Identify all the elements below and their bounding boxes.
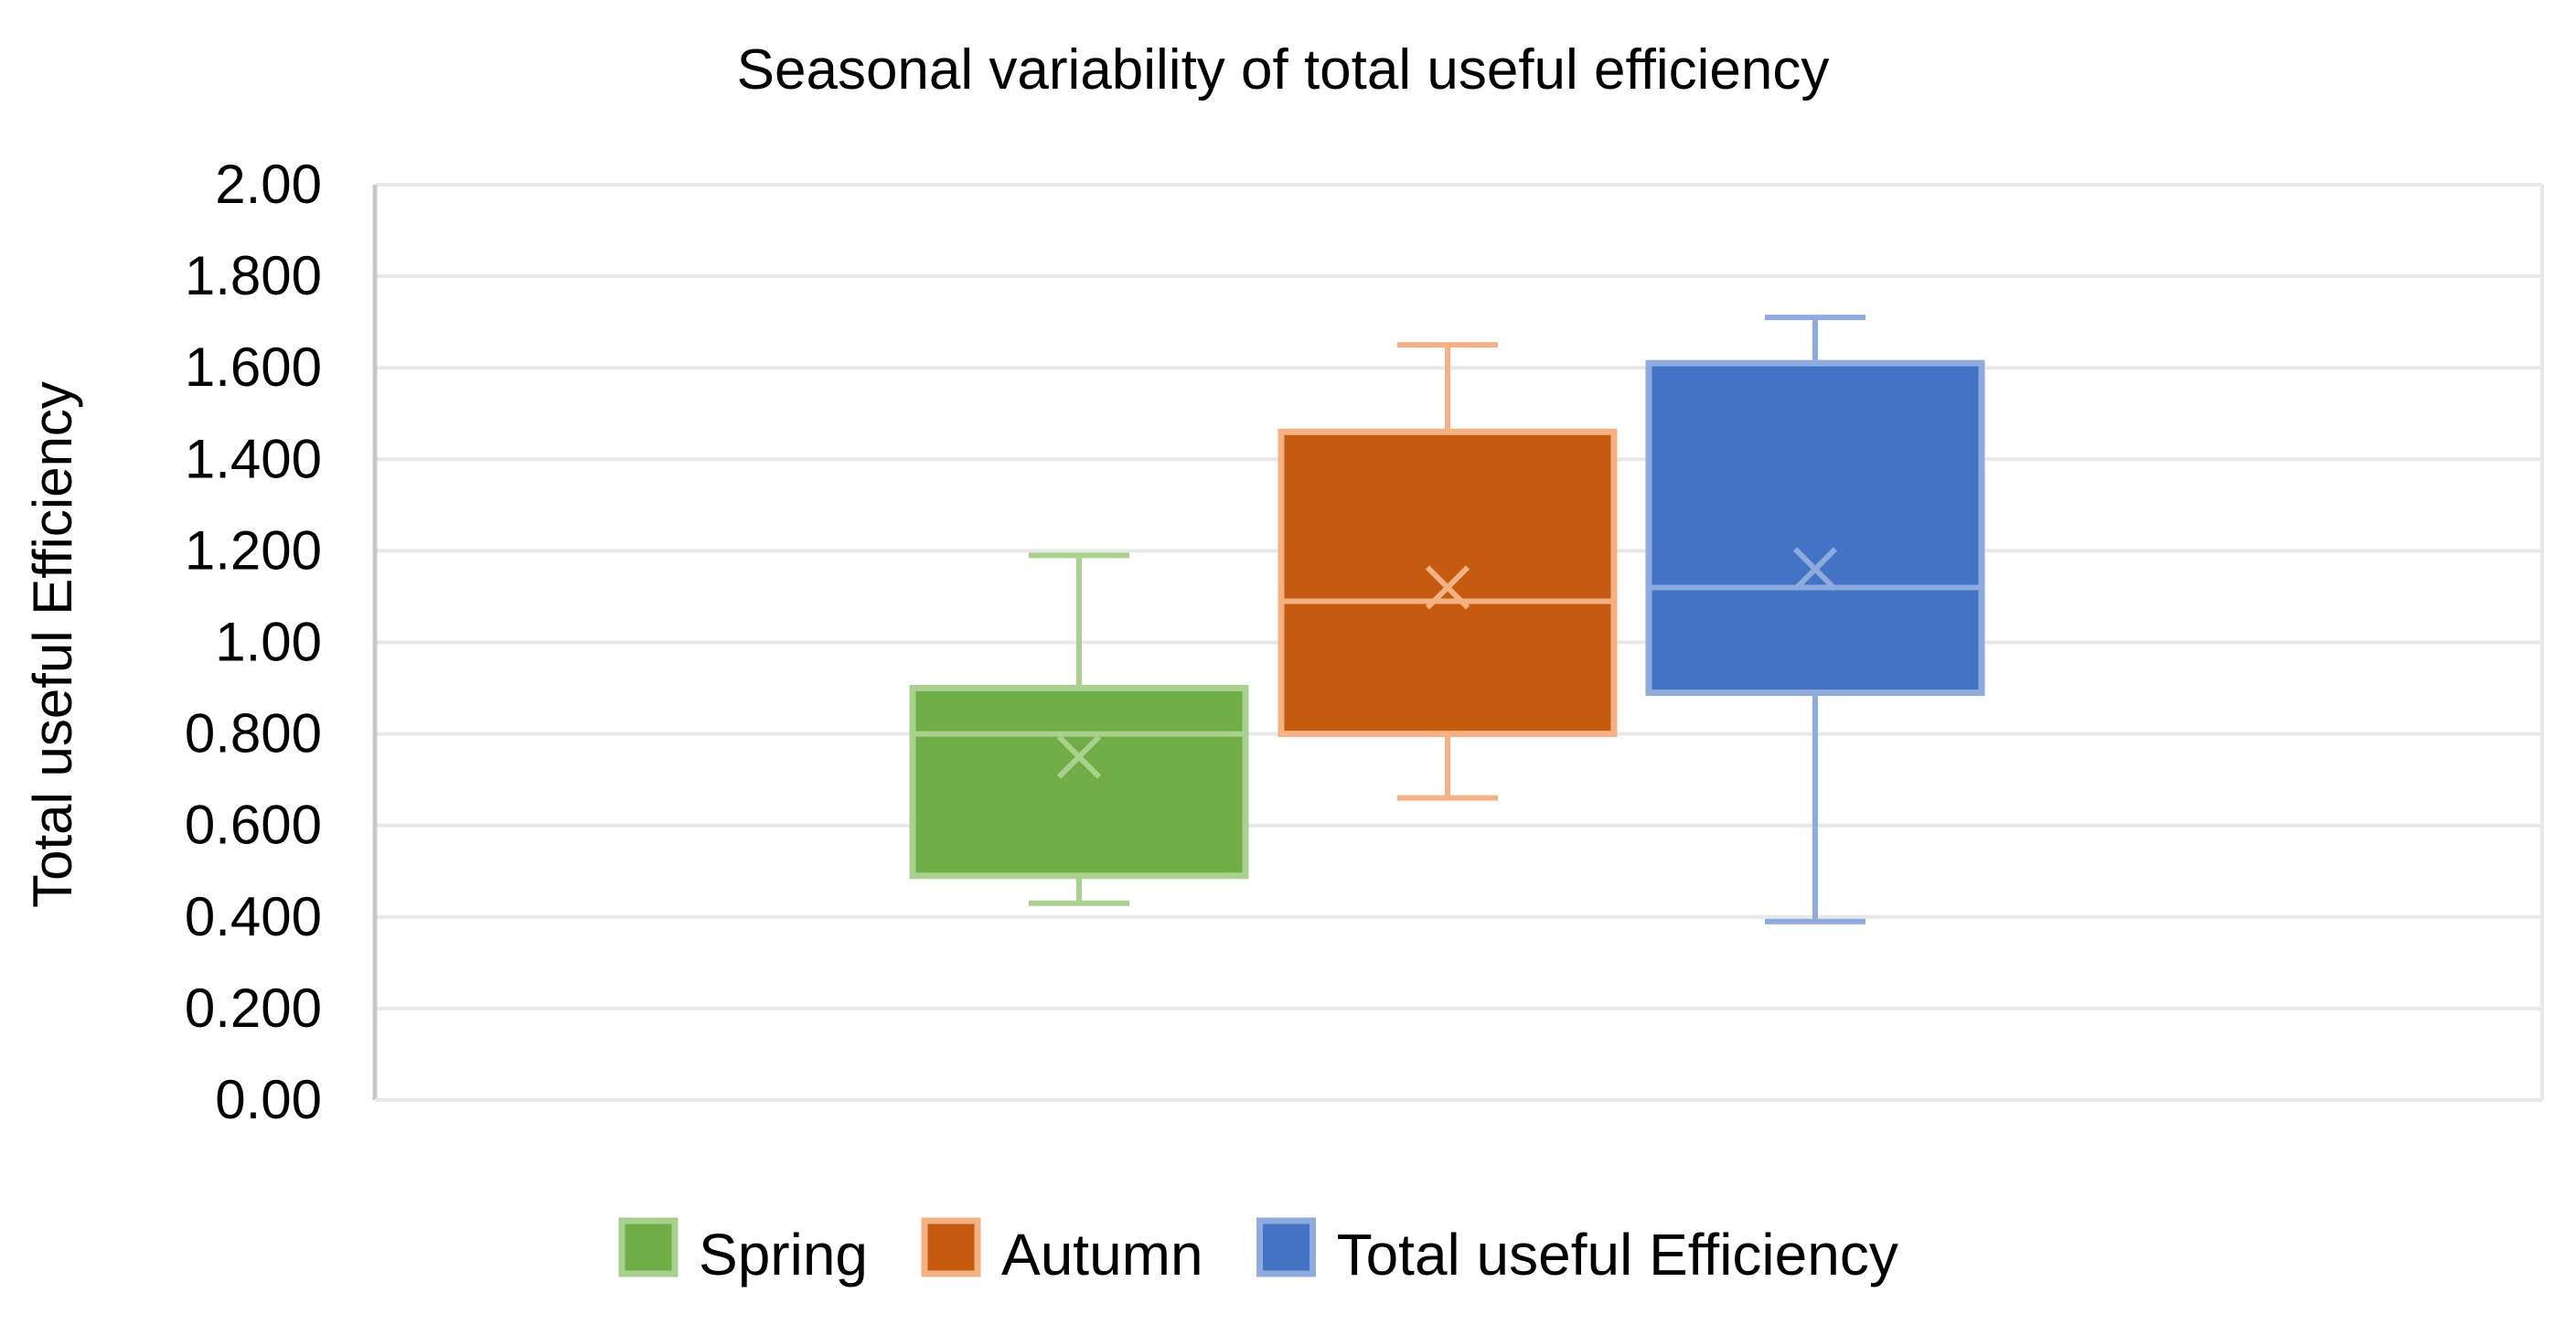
mean-marker [1056,734,1102,779]
y-tick-label: 0.200 [185,978,322,1039]
box-autumn [1277,342,1618,801]
legend-label: Autumn [1001,1222,1203,1288]
legend-item: Autumn [921,1217,1203,1288]
y-tick-label: 1.200 [185,519,322,581]
legend-swatch [921,1217,981,1277]
y-axis-label: Total useful Efficiency [22,381,83,908]
y-tick-label: 1.800 [185,245,322,306]
box-total-useful-efficiency [1645,315,1985,924]
box-iqr [1277,428,1618,738]
y-tick-label: 0.400 [185,886,322,947]
legend: Spring Autumn Total useful Efficiency [618,1217,1898,1288]
y-tick-label: 0.00 [215,1069,322,1130]
legend-item: Total useful Efficiency [1256,1217,1898,1288]
y-tick-labels: 0.00 0.200 0.400 0.600 0.800 1.00 1.200 1.400 1.… [185,154,322,1130]
y-tick-label: 1.600 [185,337,322,398]
y-tick-label: 0.600 [185,795,322,856]
box-iqr [1645,359,1985,697]
boxes [909,315,1985,924]
y-tick-label: 1.400 [185,428,322,489]
legend-label: Total useful Efficiency [1337,1222,1898,1288]
legend-item: Spring [618,1217,868,1288]
box-spring [909,552,1249,906]
legend-label: Spring [699,1222,868,1288]
chart-title: Seasonal variability of total useful eff… [737,38,1830,102]
y-tick-label: 0.800 [185,703,322,764]
axis-lines [372,185,2544,1102]
y-tick-label: 1.00 [215,612,322,673]
box-iqr [909,685,1249,880]
mean-marker [1425,565,1470,610]
y-tick-label: 2.00 [215,154,322,215]
mean-marker [1792,547,1838,592]
legend-swatch [618,1217,679,1277]
legend-swatch [1256,1217,1317,1277]
